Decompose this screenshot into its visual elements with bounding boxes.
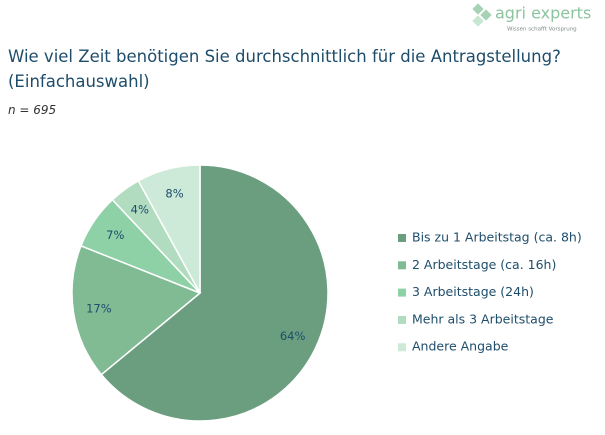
data-label: 17% — [86, 302, 112, 316]
logo-icon — [472, 3, 492, 27]
pie-slice — [100, 164, 329, 422]
legend-label: Bis zu 1 Arbeitstag (ca. 8h) — [412, 230, 582, 245]
legend-swatch — [398, 343, 406, 352]
data-label: 4% — [131, 203, 149, 217]
legend-label: Mehr als 3 Arbeitstage — [412, 311, 554, 326]
legend-label: 3 Arbeitstage (24h) — [412, 284, 534, 299]
legend-label: 2 Arbeitstage (ca. 16h) — [412, 257, 556, 272]
data-label: 64% — [280, 329, 306, 343]
pie-slice — [71, 244, 202, 376]
legend-swatch — [398, 315, 406, 324]
chart-title: Wie viel Zeit benötigen Sie durchschnitt… — [8, 47, 561, 91]
subtitle: n = 695 — [8, 103, 57, 117]
legend-label: Andere Angabe — [412, 339, 509, 354]
legend-swatch — [398, 261, 406, 270]
data-label: 8% — [165, 186, 183, 200]
data-label: 7% — [106, 228, 124, 242]
pie-slice — [137, 164, 201, 294]
legend-swatch — [398, 288, 406, 297]
legend-swatch — [398, 234, 406, 242]
logo-tagline: Wissen schafft Vorsprung — [507, 27, 577, 33]
logo-name: agri experts — [495, 4, 591, 23]
